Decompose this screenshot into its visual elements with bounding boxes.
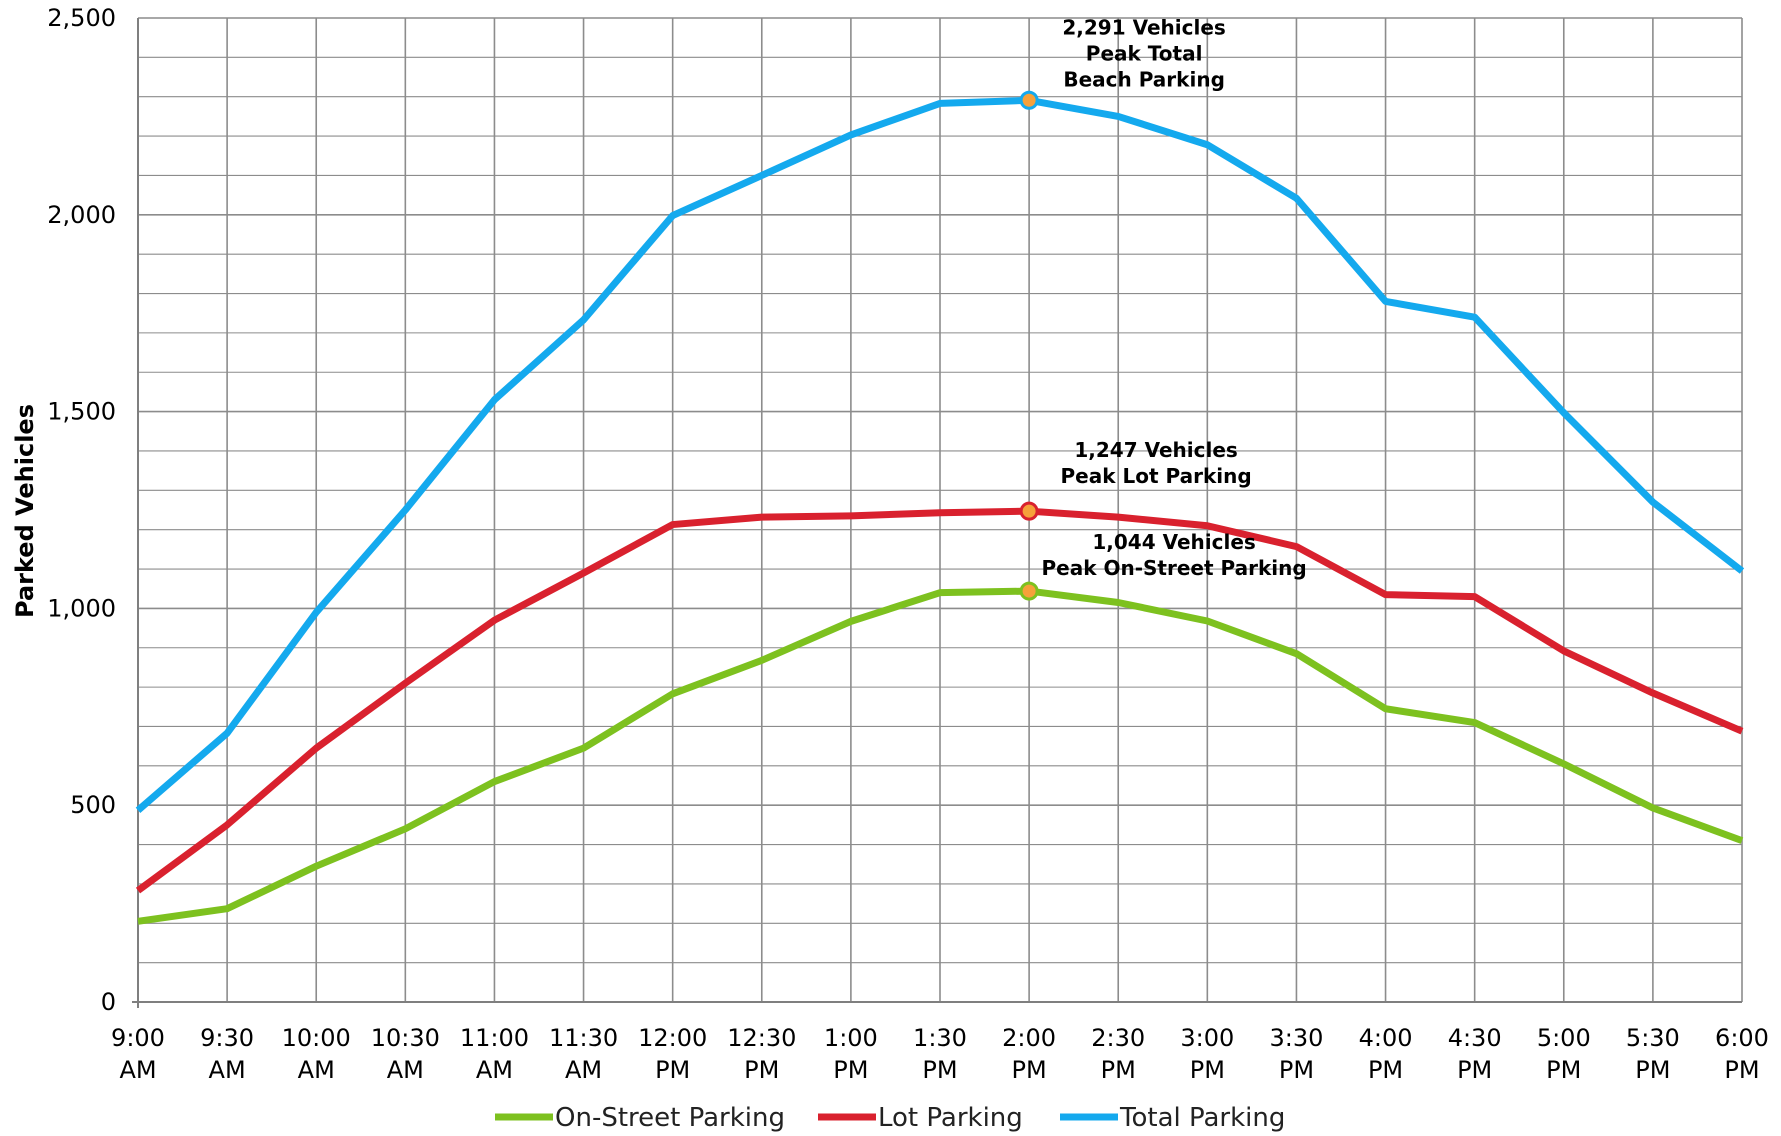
y-axis-label: Parked Vehicles xyxy=(11,404,39,618)
x-tick-label: 6:00 PM xyxy=(1715,1024,1769,1084)
x-tick-label: 4:30 PM xyxy=(1448,1024,1502,1084)
x-tick-label: 9:30 AM xyxy=(200,1024,254,1084)
x-tick-label: 5:30 PM xyxy=(1626,1024,1680,1084)
x-tick-label: 11:30 AM xyxy=(549,1024,618,1084)
peak-marker-on-street-parking xyxy=(1019,581,1039,601)
annotation-on-street-parking: 1,044 Vehicles Peak On-Street Parking xyxy=(1042,530,1307,580)
x-tick-label: 10:00 AM xyxy=(282,1024,351,1084)
y-tick-label: 2,500 xyxy=(47,4,116,32)
y-tick-label: 1,500 xyxy=(47,398,116,426)
x-tick-label: 10:30 AM xyxy=(371,1024,440,1084)
y-tick-label: 0 xyxy=(101,988,116,1016)
x-tick-label: 12:30 PM xyxy=(727,1024,796,1084)
y-tick-label: 2,000 xyxy=(47,201,116,229)
x-tick-label: 1:30 PM xyxy=(913,1024,967,1084)
grid xyxy=(137,17,1743,1003)
x-tick-label: 2:30 PM xyxy=(1091,1024,1145,1084)
x-tick-label: 2:00 PM xyxy=(1002,1024,1056,1084)
x-tick-label: 5:00 PM xyxy=(1537,1024,1591,1084)
legend-label: Lot Parking xyxy=(878,1103,1023,1133)
series-line-on-street-parking xyxy=(137,587,1744,925)
legend-label: On-Street Parking xyxy=(555,1103,785,1133)
x-tick-label: 3:00 PM xyxy=(1180,1024,1234,1084)
peak-marker-lot-parking xyxy=(1019,501,1039,521)
x-tick-label: 9:00 AM xyxy=(111,1024,165,1084)
series-line-total-parking xyxy=(135,96,1745,813)
legend-label: Total Parking xyxy=(1119,1103,1285,1133)
x-tick-label: 4:00 PM xyxy=(1359,1024,1413,1084)
x-tick-label: 11:00 AM xyxy=(460,1024,529,1084)
series-line-lot-parking xyxy=(135,507,1744,894)
y-tick-labels: 0 500 1,000 1,500 2,000 2,500 xyxy=(47,4,116,1016)
peak-markers xyxy=(1019,90,1039,601)
y-tick-label: 500 xyxy=(70,791,116,819)
legend: On-Street Parking Lot Parking Total Parkin… xyxy=(495,1103,1285,1133)
peak-marker-total-parking xyxy=(1019,90,1039,110)
legend-item-on-street-parking: On-Street Parking xyxy=(495,1103,785,1133)
annotations: 2,291 Vehicles Peak Total Beach Parking 1,2… xyxy=(1042,15,1307,580)
x-tick-label: 12:00 PM xyxy=(638,1024,707,1084)
annotation-lot-parking: 1,247 Vehicles Peak Lot Parking xyxy=(1061,438,1252,488)
series-lines xyxy=(135,96,1745,925)
x-tick-label: 1:00 PM xyxy=(824,1024,878,1084)
legend-item-total-parking: Total Parking xyxy=(1060,1103,1285,1133)
annotation-total-parking: 2,291 Vehicles Peak Total Beach Parking xyxy=(1062,15,1225,91)
x-tick-labels: 9:00 AM 9:30 AM 10:00 AM 10:30 AM 11:00 AM 11:30 AM… xyxy=(111,1024,1769,1084)
y-tick-label: 1,000 xyxy=(47,594,116,622)
axes xyxy=(132,18,1742,1008)
x-tick-label: 3:30 PM xyxy=(1269,1024,1323,1084)
legend-item-lot-parking: Lot Parking xyxy=(818,1103,1023,1133)
